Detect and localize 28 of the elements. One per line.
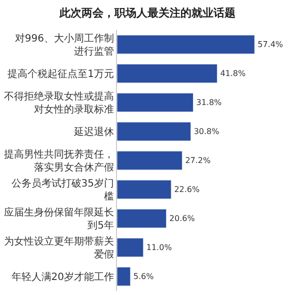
bar bbox=[117, 208, 167, 228]
bar bbox=[117, 266, 131, 286]
y-tick-label: 延迟退休 bbox=[73, 126, 114, 138]
data-label: 20.6% bbox=[169, 214, 196, 224]
data-label: 11.0% bbox=[146, 243, 172, 252]
y-tick-label: 提高男性共同抚养责任，落实男女合休产假 bbox=[4, 148, 114, 174]
bar bbox=[117, 34, 255, 54]
data-label: 27.2% bbox=[185, 156, 212, 165]
y-tick-label: 不得拒绝录取女性或提高对女性的录取标准 bbox=[4, 90, 114, 116]
data-label: 22.6% bbox=[174, 185, 200, 194]
y-tick-label: 应届生身份保留年限延长到5年 bbox=[4, 206, 114, 232]
y-tick-label: 对996、大小周工作制进行监管 bbox=[14, 32, 114, 58]
y-tick-label: 为女性设立更年期带薪关爱假 bbox=[4, 236, 114, 260]
bar bbox=[117, 64, 218, 84]
bar bbox=[117, 180, 172, 200]
chart-title: 此次两会，职场人最关注的就业话题 bbox=[58, 6, 236, 20]
bar bbox=[117, 150, 182, 170]
y-tick-label: 年轻人满20岁才能工作 bbox=[11, 271, 114, 283]
y-tick-label: 公务员考试打破35岁门槛 bbox=[11, 178, 114, 202]
data-label: 5.6% bbox=[133, 272, 154, 282]
data-label: 57.4% bbox=[258, 40, 284, 49]
y-tick-label: 提高个税起征点至1万元 bbox=[8, 68, 114, 80]
data-label: 41.8% bbox=[220, 69, 246, 78]
bar bbox=[117, 122, 192, 142]
data-label: 30.8% bbox=[194, 127, 220, 136]
data-label: 31.8% bbox=[196, 98, 222, 108]
bar bbox=[117, 238, 144, 258]
bar bbox=[117, 92, 194, 112]
